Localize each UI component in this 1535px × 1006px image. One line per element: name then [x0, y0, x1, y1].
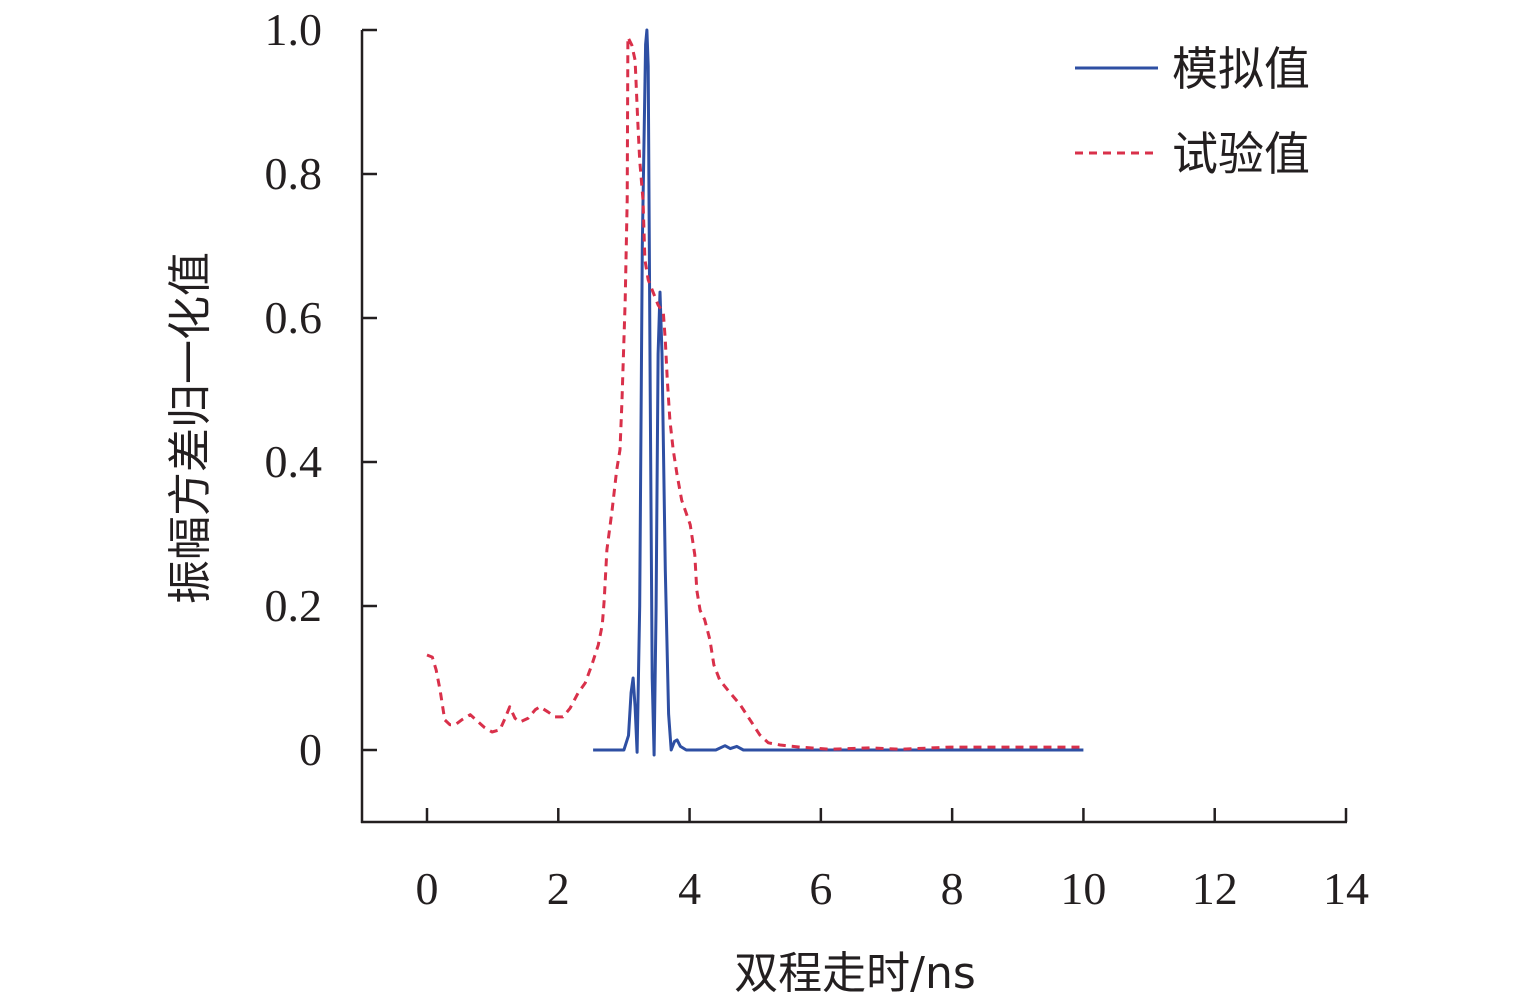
series-line-simulated: [593, 28, 1084, 757]
y-tick-label: 1.0: [265, 4, 323, 55]
y-tick-label: 0: [299, 724, 322, 775]
x-tick-label: 12: [1192, 863, 1238, 914]
y-axis-label: 振幅方差归一化值: [165, 252, 216, 604]
x-tick-label: 14: [1323, 863, 1369, 914]
x-tick-label: 2: [547, 863, 570, 914]
series-line-experimental: [426, 35, 1085, 751]
y-tick-label: 0.2: [265, 580, 323, 631]
x-axis-label: 双程走时/ns: [734, 948, 976, 999]
x-tick-label: 0: [416, 863, 439, 914]
y-tick-label: 0.8: [265, 148, 323, 199]
legend-label-simulated: 模拟值: [1172, 42, 1310, 96]
x-tick-label: 10: [1060, 863, 1106, 914]
x-tick-label: 6: [809, 863, 832, 914]
x-tick-label: 8: [941, 863, 964, 914]
x-tick-label: 4: [678, 863, 701, 914]
y-tick-label: 0.6: [265, 292, 323, 343]
axes: [360, 30, 1347, 824]
legend-label-experimental: 试验值: [1172, 127, 1310, 181]
y-tick-label: 0.4: [265, 436, 323, 487]
legend: 模拟值 试验值: [1075, 42, 1310, 181]
